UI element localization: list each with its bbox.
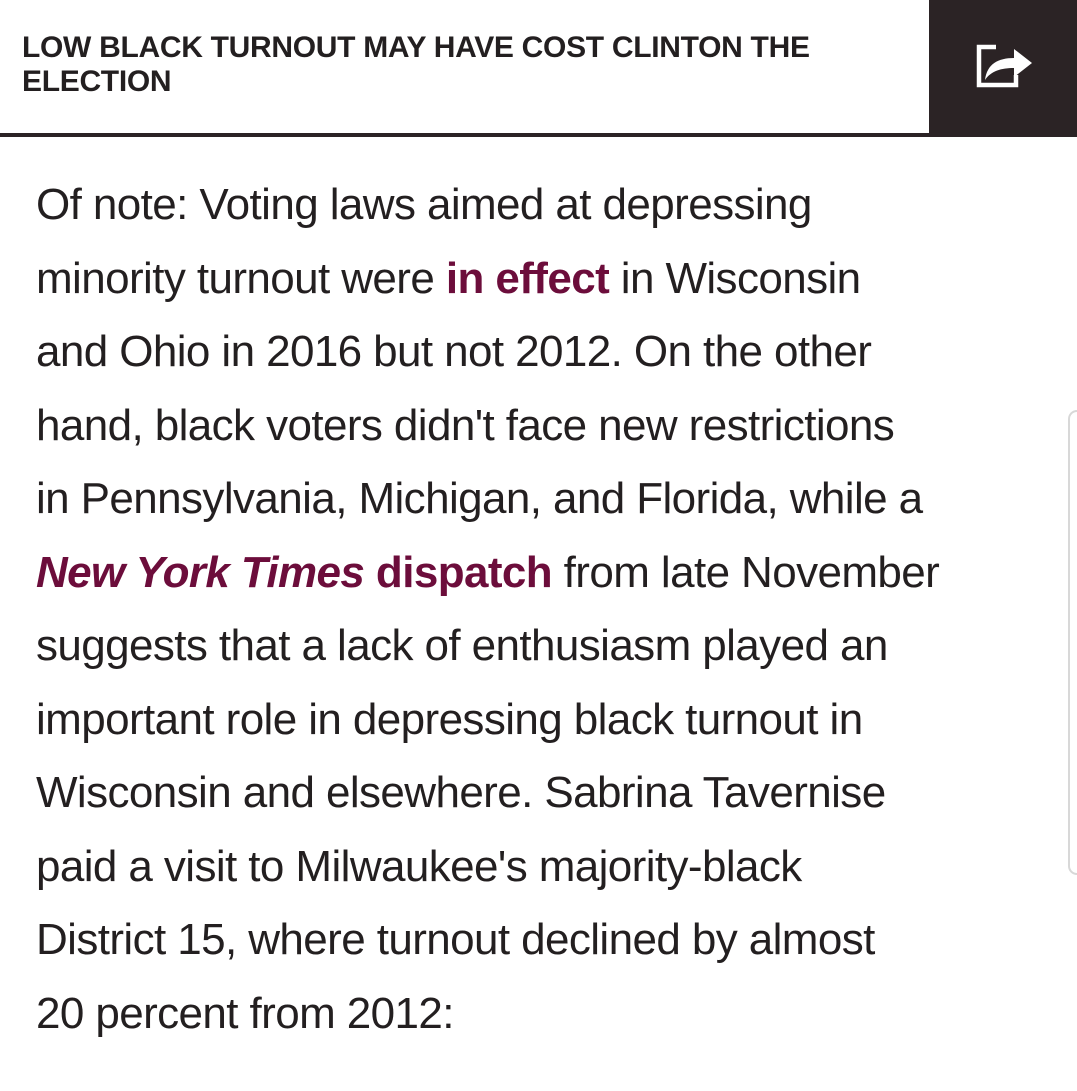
nyt-dispatch-link-publication[interactable]: New York Times: [36, 547, 365, 597]
article-text: paid a visit to Milwaukee's majority-bla…: [36, 841, 802, 891]
nyt-dispatch-link[interactable]: New York Times dispatch: [36, 547, 553, 597]
article-text: and Ohio in 2016 but not 2012. On the ot…: [36, 327, 872, 376]
nyt-dispatch-link-label[interactable]: dispatch: [364, 547, 553, 597]
article-line: and Ohio in 2016 but not 2012. On the ot…: [36, 315, 1066, 389]
header-divider: [0, 133, 1077, 137]
article-line: suggests that a lack of enthusiasm playe…: [36, 609, 1066, 683]
article-text: in Pennsylvania, Michigan, and Florida, …: [36, 474, 923, 523]
article-line: minority turnout were in effect in Wisco…: [36, 242, 1066, 316]
article-text: District 15, where turnout declined by a…: [36, 915, 875, 964]
article-text: minority turnout were: [36, 253, 446, 303]
article-line: hand, black voters didn't face new restr…: [36, 389, 1066, 463]
scroll-handle[interactable]: [1068, 410, 1077, 875]
article-line: District 15, where turnout declined by a…: [36, 903, 1066, 977]
article-text: from late November: [552, 547, 940, 597]
article-line: Of note: Voting laws aimed at depressing: [36, 168, 1066, 242]
article-text: suggests that a lack of enthusiasm playe…: [36, 621, 888, 670]
article-text: important role in depressing black turno…: [36, 694, 863, 744]
in-effect-link[interactable]: in effect: [445, 253, 610, 303]
article-line: 20 percent from 2012:: [36, 977, 1066, 1051]
article-line: important role in depressing black turno…: [36, 683, 1066, 757]
share-arrow-icon[interactable]: [972, 40, 1036, 92]
article-line: New York Times dispatch from late Novemb…: [36, 536, 1066, 610]
article-line: paid a visit to Milwaukee's majority-bla…: [36, 830, 1066, 904]
article-headline: LOW BLACK TURNOUT MAY HAVE COST CLINTON …: [22, 31, 810, 98]
article-text: Wisconsin and elsewhere. Sabrina Taverni…: [36, 768, 886, 817]
article-text: hand, black voters didn't face new restr…: [36, 400, 895, 450]
article-line: Wisconsin and elsewhere. Sabrina Taverni…: [36, 756, 1066, 830]
article-line: in Pennsylvania, Michigan, and Florida, …: [36, 462, 1066, 536]
article-text: 20 percent from 2012:: [36, 988, 454, 1038]
article-header: LOW BLACK TURNOUT MAY HAVE COST CLINTON …: [0, 0, 1077, 137]
article-text: in Wisconsin: [609, 253, 861, 303]
article-paragraph: Of note: Voting laws aimed at depressing…: [36, 168, 1066, 1050]
article-text: Of note: Voting laws aimed at depressing: [36, 180, 812, 229]
